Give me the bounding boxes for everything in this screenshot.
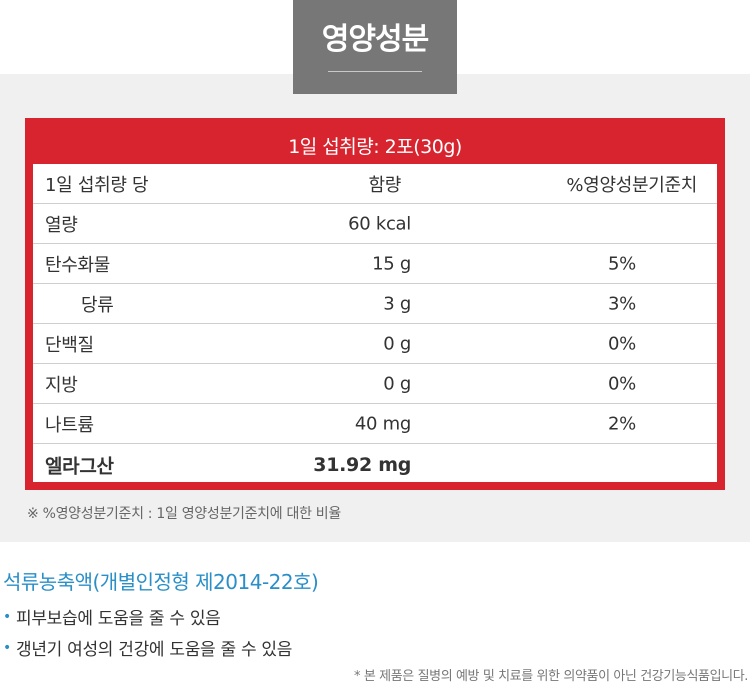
- column-header-percent: %영양성분기준치: [566, 174, 697, 196]
- nutrient-amount: 60 kcal: [348, 213, 411, 234]
- table-header-row: 1일 섭취량 당 함량 %영양성분기준치: [33, 164, 717, 204]
- nutrition-table: 1일 섭취량: 2포(30g) 1일 섭취량 당 함량 %영양성분기준치 열량 …: [25, 118, 725, 490]
- serving-size-header: 1일 섭취량: 2포(30g): [33, 126, 717, 164]
- nutrient-percent: 0%: [608, 373, 636, 394]
- benefit-list: • 피부보습에 도움을 줄 수 있음 • 갱년기 여성의 건강에 도움을 줄 수…: [3, 601, 292, 663]
- nutrient-name: 지방: [45, 374, 78, 396]
- nutrient-amount: 3 g: [383, 293, 411, 314]
- column-header-name: 1일 섭취량 당: [45, 174, 149, 196]
- nutrient-name: 당류: [81, 294, 114, 316]
- table-row: 지방 0 g 0%: [33, 364, 717, 404]
- nutrition-footnote: ※ %영양성분기준치 : 1일 영양성분기준치에 대한 비율: [27, 506, 341, 522]
- benefit-text: 피부보습에 도움을 줄 수 있음: [16, 609, 221, 629]
- functional-ingredient-title: 석류농축액(개별인정형 제2014-22호): [3, 570, 319, 594]
- nutrient-amount: 31.92 mg: [313, 453, 411, 476]
- table-row: 단백질 0 g 0%: [33, 324, 717, 364]
- nutrient-percent: 0%: [608, 333, 636, 354]
- table-row: 열량 60 kcal: [33, 204, 717, 244]
- nutrient-percent: 2%: [608, 413, 636, 434]
- nutrient-name: 나트륨: [45, 414, 94, 436]
- bullet-dot-icon: •: [3, 639, 11, 656]
- section-title-box: 영양성분: [293, 0, 457, 94]
- section-title: 영양성분: [321, 22, 429, 57]
- nutrient-amount: 0 g: [383, 373, 411, 394]
- nutrition-table-body: 1일 섭취량: 2포(30g) 1일 섭취량 당 함량 %영양성분기준치 열량 …: [33, 126, 717, 482]
- table-row: 탄수화물 15 g 5%: [33, 244, 717, 284]
- nutrient-amount: 0 g: [383, 333, 411, 354]
- nutrient-name: 엘라그산: [45, 455, 114, 477]
- list-item: • 갱년기 여성의 건강에 도움을 줄 수 있음: [3, 632, 292, 663]
- nutrient-percent: 5%: [608, 253, 636, 274]
- table-row: 당류 3 g 3%: [33, 284, 717, 324]
- nutrient-amount: 40 mg: [354, 413, 411, 434]
- nutrient-amount: 15 g: [372, 253, 411, 274]
- nutrient-percent: 3%: [608, 293, 636, 314]
- column-header-amount: 함량: [368, 174, 401, 196]
- nutrient-name: 열량: [45, 214, 78, 236]
- title-underline: [328, 71, 422, 72]
- table-row: 나트륨 40 mg 2%: [33, 404, 717, 444]
- nutrient-name: 탄수화물: [45, 254, 111, 276]
- disclaimer-text: * 본 제품은 질병의 예방 및 치료를 위한 의약품이 아닌 건강기능식품입니…: [354, 669, 748, 684]
- table-row-highlight: 엘라그산 31.92 mg: [33, 444, 717, 482]
- benefit-text: 갱년기 여성의 건강에 도움을 줄 수 있음: [16, 640, 293, 660]
- list-item: • 피부보습에 도움을 줄 수 있음: [3, 601, 292, 632]
- nutrient-name: 단백질: [45, 334, 94, 356]
- bullet-dot-icon: •: [3, 608, 11, 625]
